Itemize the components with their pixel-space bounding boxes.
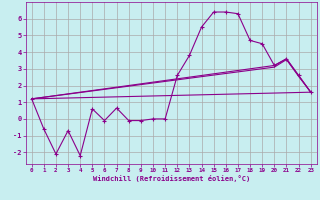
X-axis label: Windchill (Refroidissement éolien,°C): Windchill (Refroidissement éolien,°C)	[92, 175, 250, 182]
